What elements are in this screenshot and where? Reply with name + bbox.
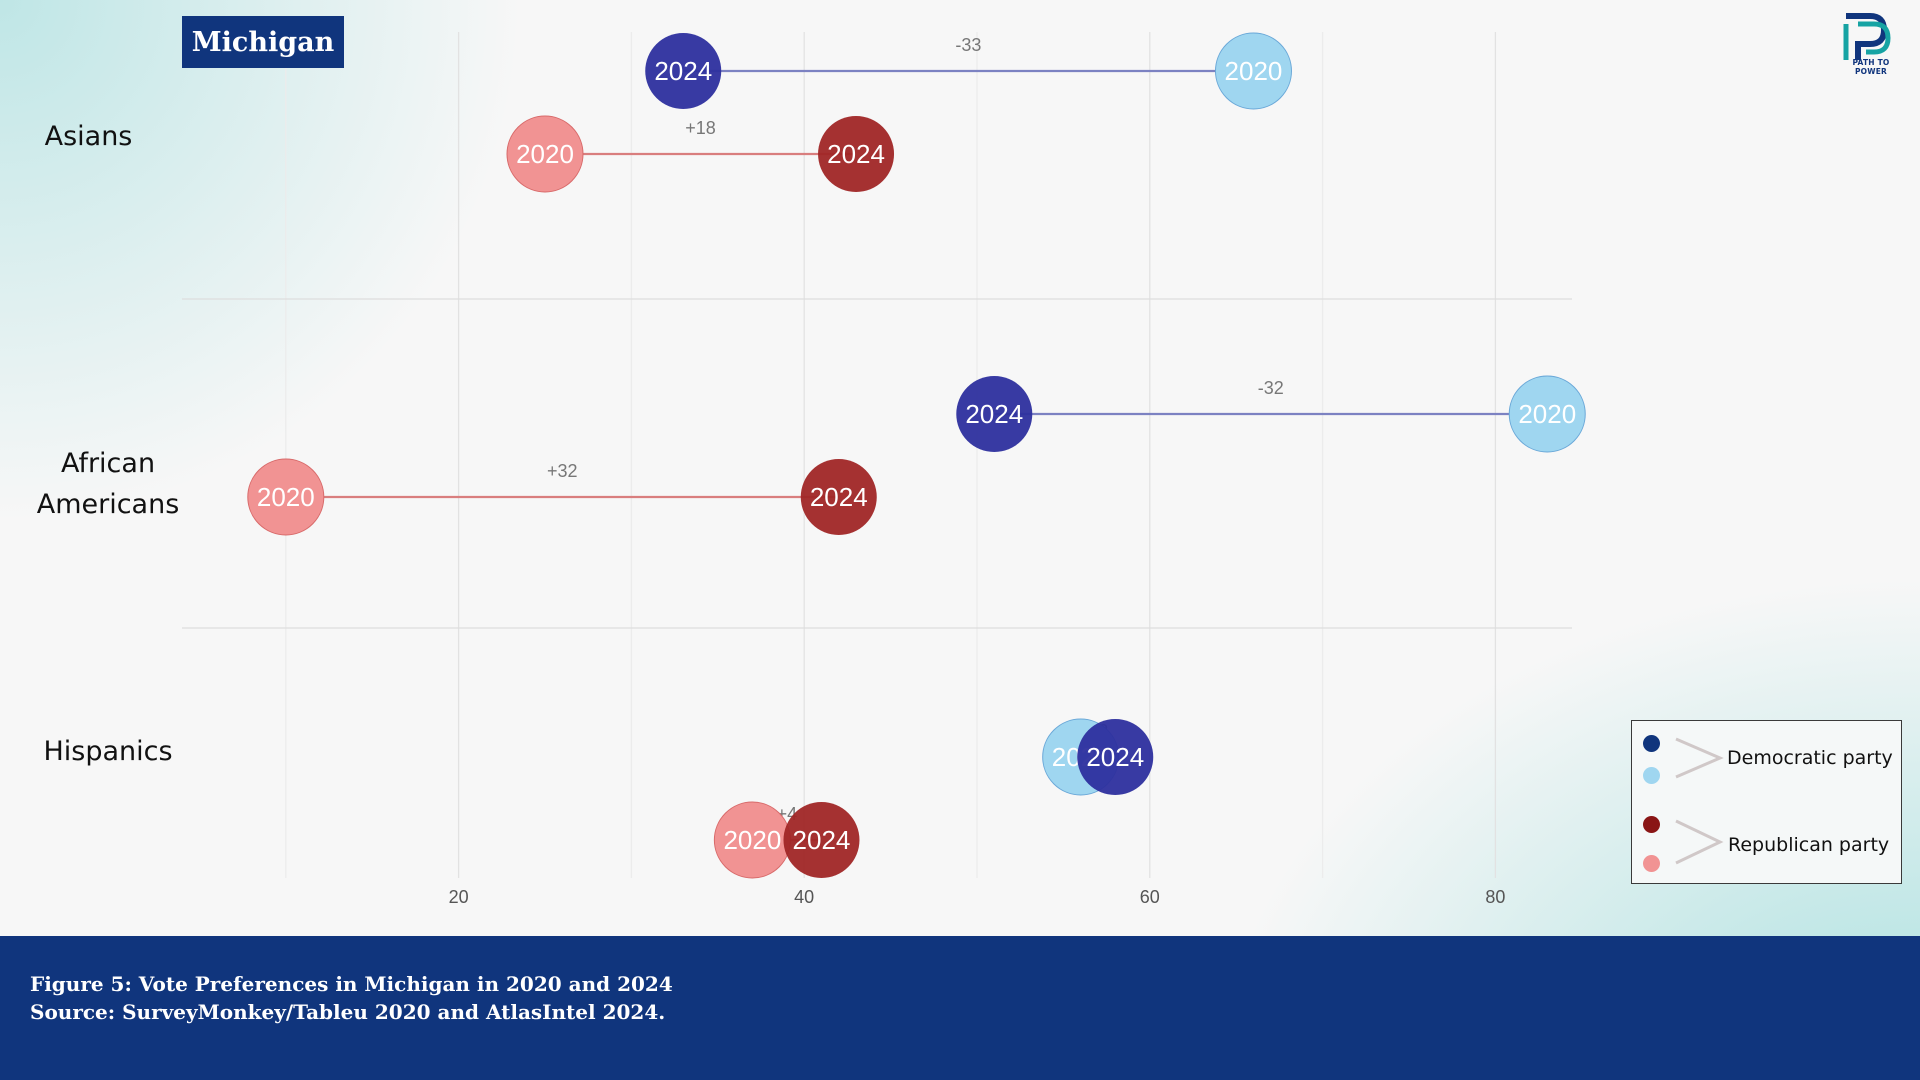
legend: Democratic party Republican party: [1631, 720, 1902, 884]
asians-dem-change-label: -33: [955, 35, 981, 55]
african-americans-rep-2020-label: 2020: [257, 482, 315, 512]
asians-dem-2024-marker: [645, 33, 722, 109]
legend-rep-label: Republican party: [1728, 834, 1890, 856]
african-americans-dem-2020-marker: [1508, 375, 1586, 453]
african-americans-rep-2024-marker: [800, 459, 877, 535]
asians-rep-change-label: +18: [685, 118, 716, 138]
path-to-power-logo-icon: [1843, 13, 1891, 60]
asians-dem-2024-label: 2024: [654, 56, 712, 86]
asians-rep-2024-marker: [818, 116, 895, 192]
x-tick-label: 20: [449, 887, 469, 907]
hispanics-dem-2024-label: 2024: [1086, 742, 1144, 772]
hispanics-rep-2020-label: 2020: [723, 825, 781, 855]
legend-dem-2024-dot: [1643, 735, 1660, 752]
legend-dem-label: Democratic party: [1727, 747, 1893, 769]
asians-rep-2024-label: 2024: [827, 139, 885, 169]
african-americans-dem-change-label: -32: [1258, 378, 1284, 398]
legend-rep-2020-dot: [1643, 855, 1660, 872]
asians-dem-2020-label: 2020: [1225, 56, 1283, 86]
hispanics-rep-2024-marker: [783, 802, 860, 878]
asians-dem-2020-marker: [1214, 32, 1292, 110]
legend-rep-bracket-icon: [1675, 819, 1724, 865]
x-tick-label: 40: [794, 887, 814, 907]
african-americans-rep-2020-marker: [247, 458, 325, 536]
asians-rep-2020-marker: [506, 115, 584, 193]
asians-rep-2020-label: 2020: [516, 139, 574, 169]
african-americans-dem-2024-marker: [956, 376, 1033, 452]
source-caption: Source: SurveyMonkey/Tableu 2020 and Atl…: [30, 1000, 666, 1024]
logo-text: PATH TO POWER: [1852, 58, 1890, 76]
legend-dem-bracket-icon: [1675, 737, 1724, 779]
row-label-hispanics: Hispanics: [43, 736, 173, 767]
x-tick-label: 80: [1485, 887, 1505, 907]
x-tick-label: 60: [1140, 887, 1160, 907]
legend-dem-2020-dot: [1643, 767, 1660, 784]
row-label-asians: Asians: [44, 121, 133, 152]
figure-caption: Figure 5: Vote Preferences in Michigan i…: [30, 972, 673, 996]
chart-title: Michigan: [182, 16, 344, 68]
legend-rep-2024-dot: [1643, 816, 1660, 833]
african-americans-rep-2024-label: 2024: [810, 482, 868, 512]
footer-caption: Figure 5: Vote Preferences in Michigan i…: [0, 936, 1920, 1080]
african-americans-dem-2024-label: 2024: [965, 399, 1023, 429]
row-label-african-americans: African Americans: [36, 448, 180, 520]
hispanics-rep-2024-label: 2024: [793, 825, 851, 855]
hispanics-dem-2024-marker: [1077, 719, 1154, 795]
african-americans-rep-change-label: +32: [547, 461, 578, 481]
african-americans-dem-2020-label: 2020: [1518, 399, 1576, 429]
